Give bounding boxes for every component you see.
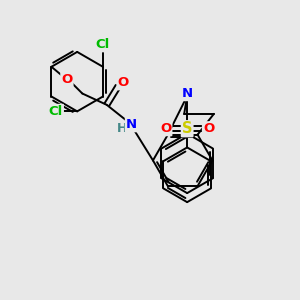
Text: O: O (203, 122, 214, 135)
Text: N: N (126, 118, 137, 131)
Text: Cl: Cl (96, 38, 110, 51)
Text: O: O (160, 122, 171, 135)
Text: Cl: Cl (49, 105, 63, 118)
Text: N: N (182, 87, 193, 100)
Text: O: O (61, 73, 73, 86)
Text: H: H (116, 122, 127, 135)
Text: O: O (118, 76, 129, 89)
Text: S: S (182, 121, 192, 136)
